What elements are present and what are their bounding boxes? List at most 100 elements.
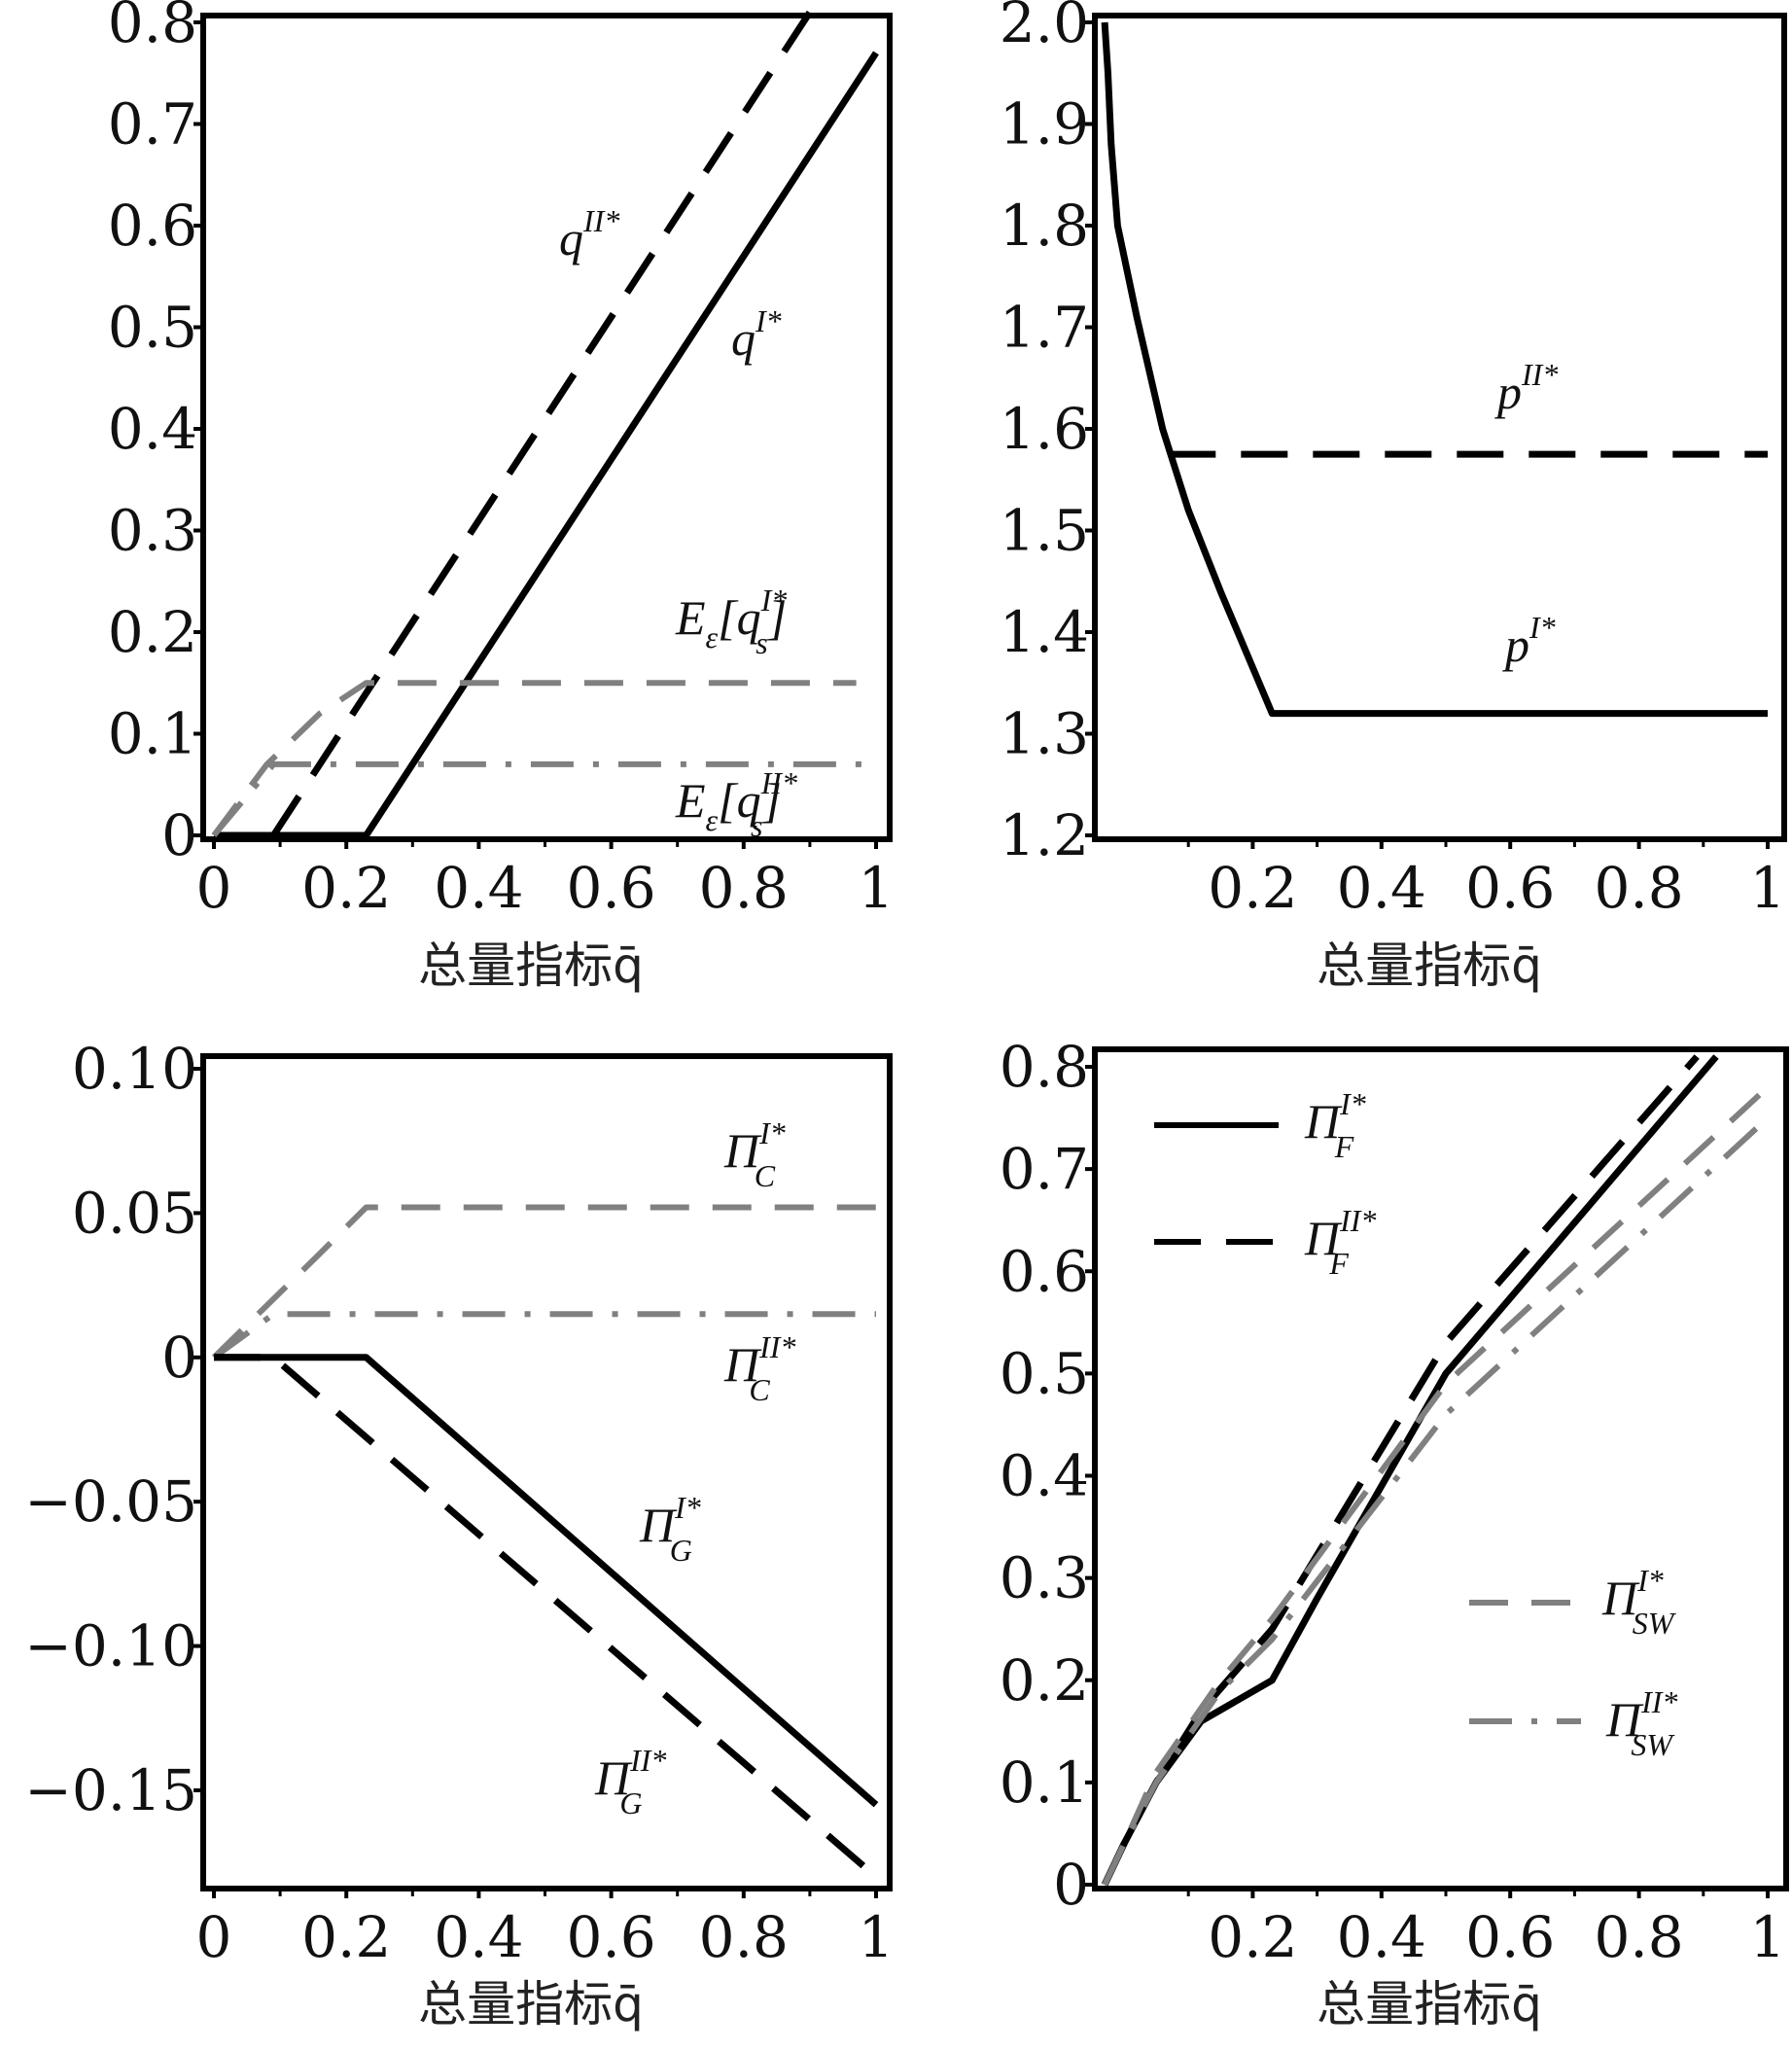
series-label-part: Π — [594, 1750, 633, 1805]
x-tick-label: 0.8 — [1594, 1904, 1683, 1970]
x-tick-label: 1 — [859, 1904, 895, 1970]
series-label-part: I* — [755, 303, 782, 338]
series-label: ΠII* F — [1304, 1203, 1376, 1281]
y-tick-label: 1.6 — [1000, 396, 1089, 462]
x-tick-label: 0.6 — [566, 855, 655, 921]
series-e-q-s-ii--line — [211, 760, 876, 837]
chart-profit-consumer-government: 0 0.2 0.4 0.6 0.8 1 0.10 0.05 0 −0.05 −0.10 −0.15 总量… — [24, 1036, 894, 2032]
series-label-part: II* — [1339, 1203, 1376, 1238]
y-tick-label: 0.8 — [1000, 1034, 1089, 1100]
series-label-part: SW — [1631, 1727, 1675, 1762]
series--f-i--line — [1101, 1054, 1719, 1887]
series-label-part: I* — [674, 1490, 701, 1525]
series-label-part: G — [619, 1785, 642, 1820]
y-tick-label: 0.1 — [1000, 1750, 1089, 1816]
series-label: ΠI* SW — [1601, 1563, 1677, 1641]
series-label-part: E — [675, 590, 706, 645]
series-label: ΠI* C — [723, 1115, 786, 1193]
series-e-q-s-i--line — [211, 680, 857, 837]
series-label-part: II* — [582, 203, 619, 238]
x-tick-label: 0.4 — [434, 855, 523, 921]
series-label: ΠII* SW — [1605, 1684, 1677, 1762]
y-tick-label: 0.05 — [72, 1180, 197, 1246]
series--g-i--line — [214, 1354, 879, 1808]
y-tick-label: 0 — [161, 802, 197, 868]
x-tick-label: 0.8 — [1594, 855, 1683, 921]
series-label-part: Π — [1304, 1211, 1343, 1265]
y-tick-label: 0.6 — [108, 193, 197, 259]
series-q-i--line — [214, 51, 879, 839]
series-label-part: I* — [1636, 1563, 1664, 1598]
series-label-part: Π — [639, 1498, 678, 1552]
y-tick-label: 0.2 — [108, 599, 197, 665]
series-q-ii--line — [270, 0, 820, 837]
series-label: pII* — [1494, 357, 1558, 419]
x-tick-label: 0.4 — [1337, 1904, 1426, 1970]
series-label-part: p — [1502, 618, 1529, 672]
series--c-i--line — [211, 1204, 876, 1360]
series-label-part: I* — [1528, 610, 1556, 645]
series-label-part: s — [755, 625, 767, 660]
y-tick-label: 0.6 — [1000, 1238, 1089, 1304]
x-tick-label: 0.2 — [1208, 855, 1297, 921]
series-label-part: II* — [758, 1329, 795, 1364]
series--c-ii--line — [212, 1311, 876, 1361]
series-label-part: s — [751, 808, 762, 843]
x-tick-label: 0.4 — [1337, 855, 1426, 921]
x-tick-label: 1 — [1750, 1904, 1786, 1970]
series--f-ii--line — [1101, 1054, 1700, 1887]
series-label-part: F — [1334, 1129, 1354, 1164]
x-tick-label: 0.8 — [699, 1904, 789, 1970]
x-tick-label: 0.4 — [434, 1904, 523, 1970]
series-label-part: Π — [1605, 1692, 1644, 1747]
y-tick-label: −0.05 — [24, 1468, 197, 1535]
chart-quantity: 0 0.2 0.4 0.6 0.8 1 0 0.1 0.2 0.3 0.4 0.5 0.6 0.7 0.8 总… — [108, 0, 895, 994]
series-label-part: p — [1494, 365, 1522, 419]
y-tick-label: 0.3 — [108, 498, 197, 564]
y-tick-label: 0.5 — [108, 295, 197, 361]
series-label: ΠII* G — [594, 1743, 666, 1820]
series-label-part: I* — [1339, 1086, 1366, 1121]
x-axis-label: 总量指标q̄ — [1317, 937, 1542, 994]
y-tick-label: 0.4 — [108, 396, 197, 462]
x-tick-label: 0 — [196, 855, 232, 921]
series-label-part: SW — [1633, 1606, 1677, 1641]
series-label: Eε[qII* s] — [675, 765, 797, 843]
chart-profit-firm-welfare: 0.2 0.4 0.6 0.8 1 0 0.1 0.2 0.3 0.4 0.5 0.6 0.7 0.8 总量… — [1000, 1034, 1789, 2032]
series-label-part: Π — [723, 1123, 762, 1178]
series-label-part: F — [1328, 1246, 1349, 1281]
x-axis-label: 总量指标q̄ — [418, 937, 644, 994]
series-label-part: I* — [760, 583, 788, 618]
y-tick-label: 0.7 — [1000, 1136, 1089, 1202]
series-label-part: C — [749, 1372, 770, 1407]
series-label-part: E — [675, 773, 706, 828]
series-label: Eε[qI* s] — [675, 583, 787, 660]
series-label-part: II* — [1640, 1684, 1677, 1719]
y-tick-label: 0.4 — [1000, 1443, 1089, 1509]
x-axis-label: 总量指标q̄ — [1317, 1976, 1542, 2032]
series--sw-ii--line — [1102, 1115, 1771, 1887]
y-tick-label: 0 — [161, 1325, 197, 1391]
y-tick-label: 0.5 — [1000, 1340, 1089, 1406]
y-tick-label: 1.5 — [1000, 498, 1089, 564]
plot-frame — [200, 1053, 893, 1891]
plot-frame — [200, 13, 893, 842]
y-tick-label: 0.10 — [72, 1036, 197, 1102]
series-label-part: q — [559, 211, 583, 265]
x-tick-label: 0 — [196, 1904, 232, 1970]
series-label: ΠI* F — [1304, 1086, 1366, 1164]
series-label-part: II* — [1521, 357, 1558, 392]
y-tick-label: −0.15 — [24, 1757, 197, 1823]
series-p-i--line — [1101, 21, 1768, 718]
series-label: qI* — [731, 303, 782, 366]
y-tick-label: 1.9 — [1000, 91, 1089, 158]
y-tick-label: 1.3 — [1000, 701, 1089, 767]
x-tick-label: 0.2 — [1208, 1904, 1297, 1970]
series-label-part: [q — [718, 590, 760, 645]
series-label: ΠII* C — [723, 1329, 795, 1407]
series-label-part: q — [731, 311, 755, 366]
series-label-part: C — [755, 1158, 776, 1193]
series-label-part: [q — [718, 773, 760, 828]
y-tick-label: 2.0 — [1000, 0, 1089, 55]
